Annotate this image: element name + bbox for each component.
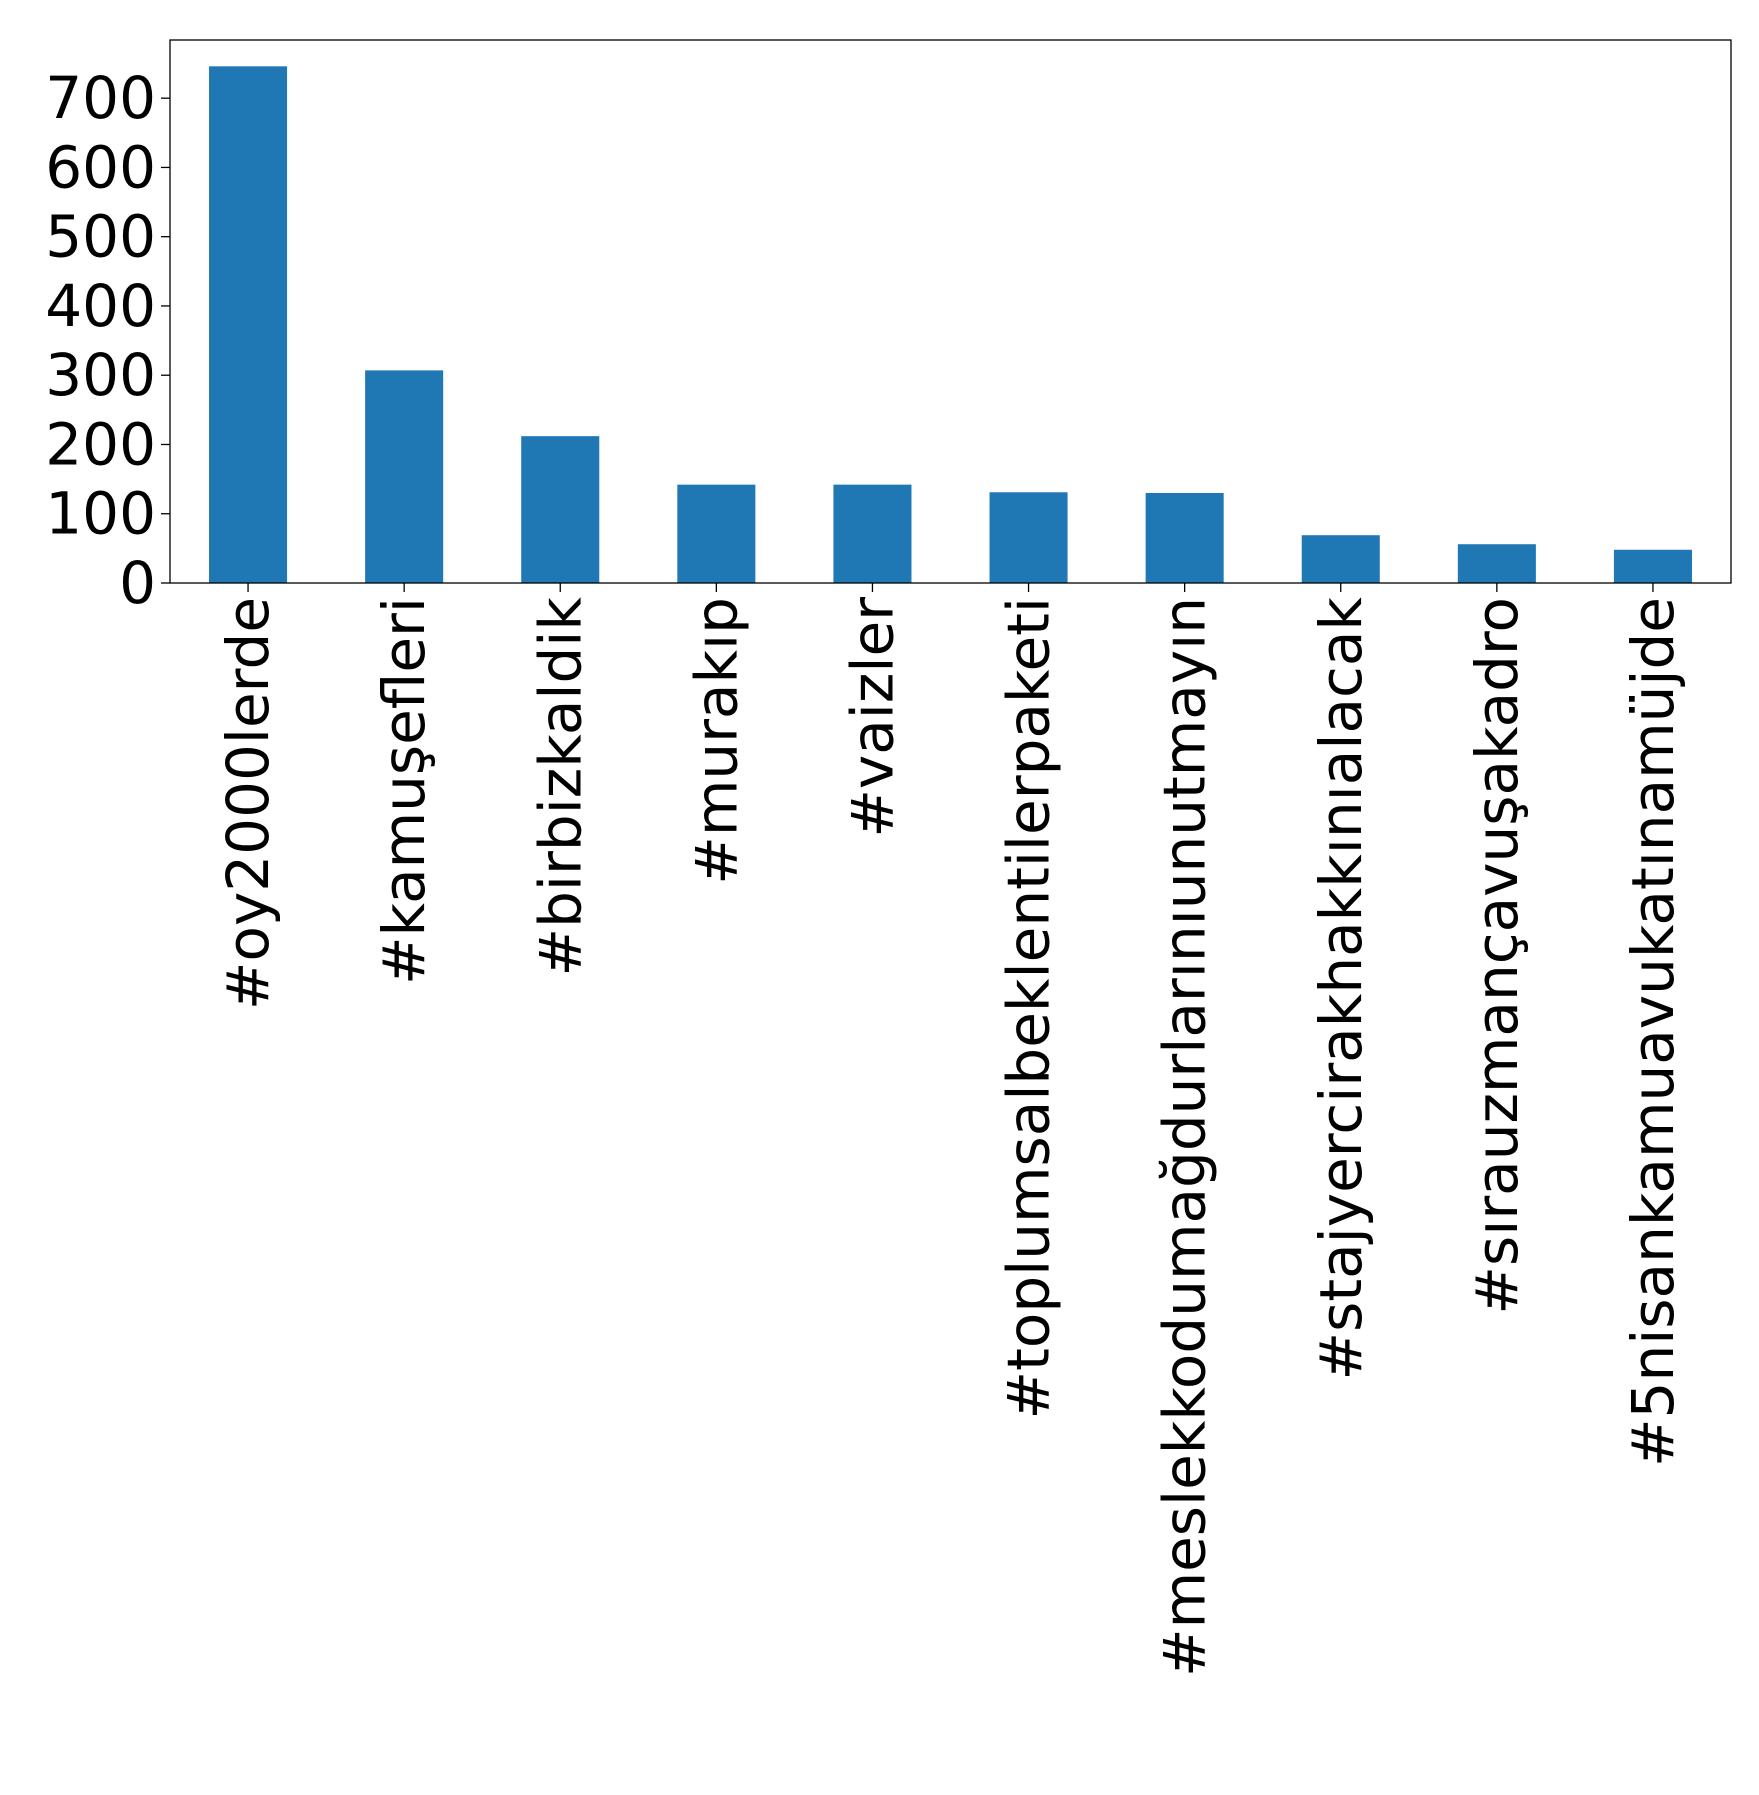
bars-layer <box>209 66 1692 584</box>
bar <box>1457 544 1536 583</box>
x-tick-label: #toplumsalbeklentilerpaketi <box>995 597 1063 1419</box>
y-tick-label: 100 <box>45 480 156 548</box>
y-tick-label: 500 <box>45 203 156 271</box>
x-tick-label: #murakıp <box>682 597 750 885</box>
y-tick-label: 300 <box>45 341 156 409</box>
x-tick-label: #vaizler <box>838 597 906 838</box>
y-tick-label: 600 <box>45 133 156 201</box>
x-tick-label: #kamuşefleri <box>370 597 438 985</box>
bar <box>1613 549 1692 583</box>
x-axis: #oy2000lerde #kamuşefleri #birbizkaldik #mu… <box>214 583 1687 1677</box>
x-tick-label: #birbizkaldik <box>526 597 594 977</box>
x-tick-label: #sırauzmançavuşakadro <box>1463 597 1531 1315</box>
bar <box>833 484 912 583</box>
bar <box>365 370 444 583</box>
bar <box>677 484 756 583</box>
y-tick-label: 400 <box>45 272 156 340</box>
y-tick-label: 700 <box>45 64 156 132</box>
bar <box>989 492 1068 583</box>
x-tick-label: #oy2000lerde <box>214 597 282 1010</box>
x-tick-label: #meslekkodumağdurlarınıunutmayın <box>1151 597 1219 1677</box>
x-tick-label: #stajyercirakhakkınıalacak <box>1307 597 1375 1381</box>
bar <box>1145 492 1224 583</box>
x-tick-label: #5nisankamuavukatınamüjde <box>1619 597 1687 1467</box>
bar <box>209 66 288 584</box>
y-tick-label: 200 <box>45 410 156 478</box>
bar <box>1301 535 1380 583</box>
bar <box>521 436 600 583</box>
plot-frame <box>169 39 1732 584</box>
y-tick-label: 0 <box>119 549 156 617</box>
